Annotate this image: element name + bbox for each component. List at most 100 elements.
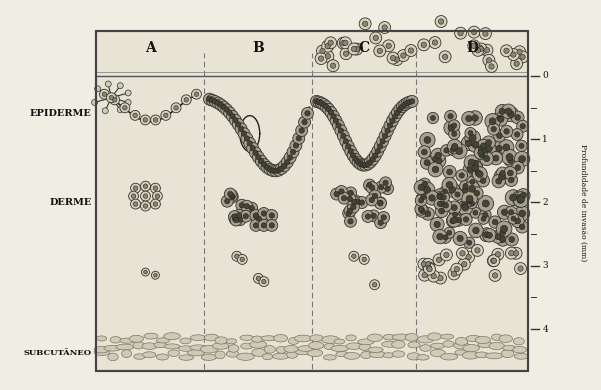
Circle shape (380, 177, 391, 189)
Ellipse shape (116, 344, 133, 350)
Circle shape (511, 129, 523, 140)
Circle shape (261, 279, 266, 284)
Circle shape (133, 113, 138, 117)
Circle shape (391, 53, 403, 66)
Circle shape (483, 31, 488, 36)
Circle shape (209, 96, 221, 107)
Circle shape (505, 206, 517, 218)
Ellipse shape (383, 353, 394, 358)
Ellipse shape (324, 344, 335, 349)
Circle shape (511, 111, 524, 124)
Circle shape (362, 21, 368, 27)
Circle shape (224, 107, 230, 112)
Circle shape (258, 158, 264, 164)
Circle shape (448, 113, 453, 119)
Circle shape (374, 197, 386, 209)
Circle shape (244, 204, 249, 209)
Ellipse shape (475, 337, 490, 344)
Circle shape (424, 136, 431, 144)
Circle shape (421, 207, 435, 220)
Circle shape (439, 51, 451, 63)
Circle shape (397, 106, 403, 112)
Circle shape (479, 152, 485, 158)
Circle shape (435, 204, 448, 218)
Circle shape (492, 230, 505, 243)
Circle shape (496, 115, 502, 121)
Circle shape (478, 196, 493, 211)
Circle shape (325, 44, 331, 49)
Circle shape (144, 270, 147, 274)
Circle shape (386, 43, 391, 48)
Ellipse shape (367, 334, 382, 342)
Ellipse shape (294, 335, 312, 342)
Circle shape (267, 165, 279, 177)
Ellipse shape (463, 351, 479, 359)
Circle shape (253, 223, 258, 228)
Circle shape (514, 151, 530, 167)
Circle shape (325, 53, 331, 59)
Circle shape (418, 198, 424, 203)
Circle shape (125, 99, 131, 105)
Circle shape (345, 145, 357, 157)
Circle shape (492, 219, 498, 225)
Circle shape (475, 48, 481, 53)
Circle shape (474, 146, 487, 160)
Circle shape (499, 108, 505, 115)
Circle shape (434, 221, 441, 228)
Circle shape (439, 208, 445, 214)
Circle shape (418, 39, 430, 51)
Circle shape (313, 96, 325, 108)
Circle shape (352, 199, 357, 205)
Ellipse shape (134, 354, 145, 359)
Circle shape (444, 203, 449, 208)
Circle shape (454, 27, 466, 39)
Circle shape (459, 258, 470, 270)
Circle shape (422, 181, 427, 187)
Circle shape (484, 156, 490, 162)
Circle shape (267, 167, 273, 172)
Circle shape (429, 153, 441, 164)
Circle shape (496, 133, 502, 138)
Ellipse shape (120, 338, 135, 343)
Circle shape (446, 181, 453, 188)
Circle shape (467, 240, 472, 245)
Ellipse shape (441, 334, 454, 339)
Circle shape (369, 197, 374, 203)
Ellipse shape (190, 345, 207, 350)
Circle shape (504, 129, 509, 134)
Ellipse shape (108, 353, 118, 361)
Circle shape (347, 208, 353, 213)
Circle shape (493, 129, 505, 142)
Circle shape (302, 119, 307, 125)
Circle shape (511, 52, 516, 57)
Circle shape (428, 270, 439, 282)
Ellipse shape (288, 337, 299, 344)
Text: D: D (466, 41, 478, 55)
Ellipse shape (227, 351, 239, 357)
Circle shape (350, 153, 362, 165)
Circle shape (362, 257, 367, 262)
Circle shape (453, 212, 457, 217)
Circle shape (117, 83, 123, 89)
Circle shape (426, 265, 432, 271)
Circle shape (516, 194, 521, 199)
Circle shape (320, 101, 332, 113)
Circle shape (347, 150, 359, 161)
Ellipse shape (383, 334, 395, 340)
Ellipse shape (104, 346, 121, 351)
Circle shape (340, 48, 352, 60)
Circle shape (228, 211, 240, 223)
Circle shape (273, 164, 284, 176)
Circle shape (472, 167, 487, 182)
Circle shape (438, 195, 444, 200)
Circle shape (347, 196, 353, 202)
Ellipse shape (514, 353, 528, 359)
Ellipse shape (427, 333, 441, 340)
Circle shape (377, 200, 383, 206)
Circle shape (441, 249, 453, 261)
Ellipse shape (228, 345, 239, 352)
Circle shape (372, 193, 377, 199)
Circle shape (465, 181, 480, 197)
Circle shape (419, 269, 430, 281)
Circle shape (472, 44, 484, 56)
